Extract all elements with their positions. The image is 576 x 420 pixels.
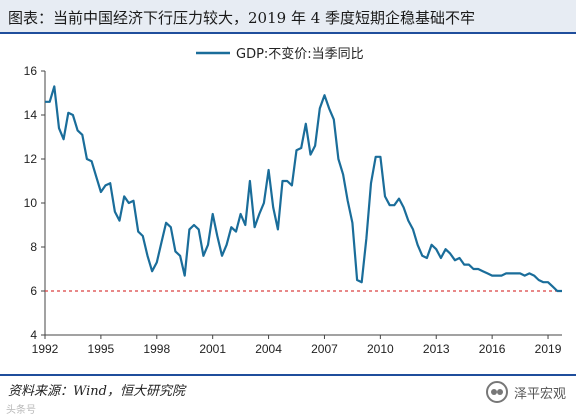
footer-rule [0, 374, 576, 376]
chart: 4 6 8 10 12 14 16 1992 1995 1998 2001 2004 2007 2010 2… [24, 46, 562, 356]
x-tick-label: 2001 [199, 342, 226, 356]
title-bar: 图表：当前中国经济下行压力较大，2019 年 4 季度短期企稳基础不牢 [0, 0, 576, 34]
y-tick-label: 8 [30, 240, 37, 254]
x-tick-label: 2013 [423, 342, 450, 356]
x-tick-label: 1998 [143, 342, 170, 356]
series-group [45, 85, 562, 293]
x-tick-label: 1995 [88, 342, 115, 356]
chart-figure-title: 图表：当前中国经济下行压力较大，2019 年 4 季度短期企稳基础不牢 [8, 9, 476, 27]
x-tick-label: 2016 [479, 342, 506, 356]
brand-label: 泽平宏观 [513, 386, 566, 402]
y-tick-label: 14 [24, 108, 38, 122]
x-tick-label: 1992 [32, 342, 59, 356]
chart-axes: 4 6 8 10 12 14 16 1992 1995 1998 2001 2004 2007 2010 2… [24, 64, 562, 356]
x-tick-label: 2004 [255, 342, 282, 356]
x-tick-label: 2007 [311, 342, 338, 356]
y-tick-label: 4 [30, 328, 37, 342]
y-tick-label: 6 [30, 284, 37, 298]
chart-legend: GDP:不变价:当季同比 [196, 46, 364, 62]
legend-label: GDP:不变价:当季同比 [236, 46, 364, 62]
y-tick-label: 10 [24, 196, 38, 210]
x-tick-label: 2019 [535, 342, 562, 356]
brand: 泽平宏观 [485, 381, 566, 403]
watermark-text: 头条号 [6, 405, 36, 416]
y-tick-label: 16 [24, 64, 38, 78]
source-note: 资料来源：Wind，恒大研究院 [8, 384, 185, 399]
x-tick-label: 2010 [367, 342, 394, 356]
y-tick-label: 12 [24, 152, 38, 166]
series-line-gdp [45, 85, 562, 293]
wechat-icon [485, 381, 508, 403]
